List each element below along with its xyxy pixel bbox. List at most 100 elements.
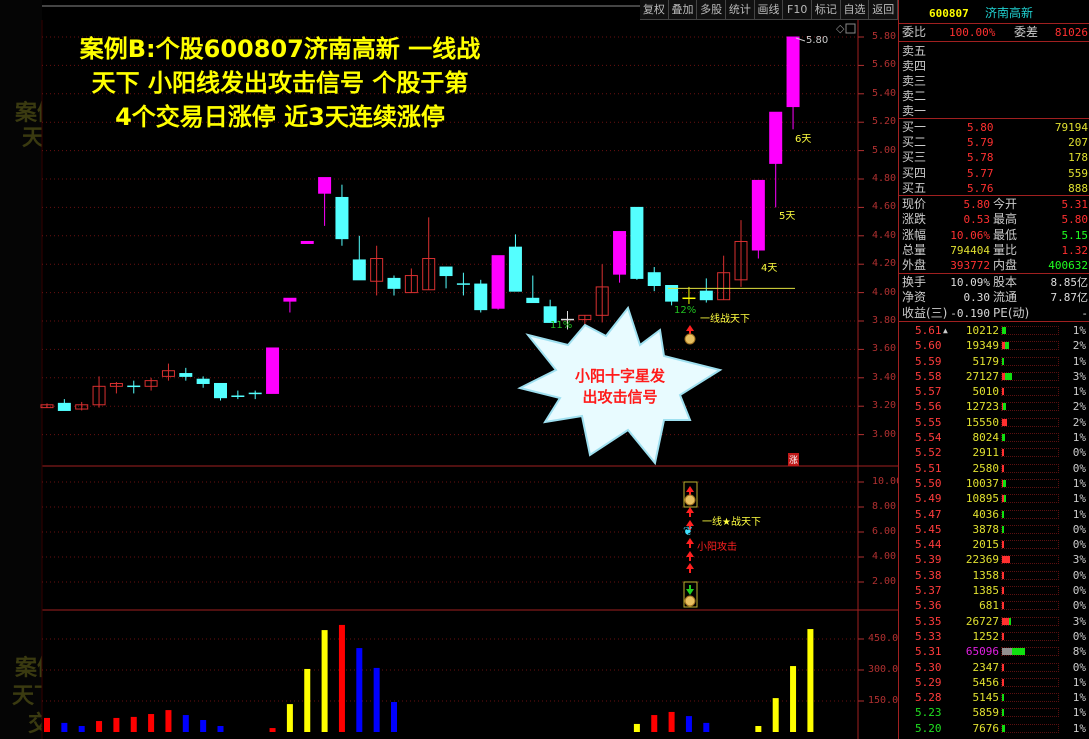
candle [595, 264, 609, 323]
candle [300, 240, 314, 244]
money-bag-icon [684, 333, 696, 345]
toolbar-button[interactable]: 复权 [640, 0, 669, 19]
price-volume-row[interactable]: 5.54 8024 1% [899, 430, 1089, 445]
sell-level-label: 卖四 [902, 59, 927, 73]
price-volume-row[interactable]: 5.61 ▲ 10212 1% [899, 323, 1089, 338]
candle [508, 234, 522, 292]
stat-value: 1.32 [1061, 243, 1089, 257]
price-volume-row[interactable]: 5.57 5010 1% [899, 384, 1089, 399]
price-volume-row[interactable]: 5.55 15550 2% [899, 415, 1089, 430]
stat-label: PE(动) [993, 305, 1030, 320]
toolbar-button[interactable]: 统计 [726, 0, 755, 19]
pv-bar [1001, 586, 1059, 596]
volume-bar [391, 702, 397, 732]
toolbar-button[interactable]: 叠加 [669, 0, 698, 19]
stat-value: 10.09% [950, 276, 990, 289]
stat-label: 涨跌 [902, 212, 927, 227]
volume-bar [772, 698, 779, 732]
candle-body [578, 314, 592, 321]
toolbar-button[interactable]: F10 [783, 0, 813, 19]
volume-bar [286, 704, 293, 732]
candle-body [283, 297, 297, 302]
volume-bar [61, 722, 68, 732]
price-volume-row[interactable]: 5.52 2911 0% [899, 445, 1089, 460]
pv-price: 5.28 [915, 691, 942, 705]
price-volume-row[interactable]: 5.60 19349 2% [899, 338, 1089, 353]
candle [248, 390, 262, 400]
price-volume-row[interactable]: 5.36 681 0% [899, 598, 1089, 613]
stat-label: 股本 [993, 275, 1018, 289]
price-volume-row[interactable]: 5.45 3878 0% [899, 522, 1089, 537]
price-volume-row[interactable]: 5.23 5859 1% [899, 705, 1089, 720]
candle-body [109, 382, 123, 387]
pv-percent: 0% [1072, 584, 1086, 598]
candle-body [266, 347, 280, 394]
buy-level-price: 5.78 [967, 151, 994, 165]
price-volume-row[interactable]: 5.50 10037 1% [899, 476, 1089, 491]
toolbar-button[interactable]: 返回 [869, 0, 899, 19]
volume-bar [217, 726, 224, 732]
pv-percent: 3% [1072, 614, 1086, 628]
arrow-up-icon [686, 538, 694, 544]
price-volume-row[interactable]: 5.30 2347 0% [899, 660, 1089, 675]
buy-level-price: 5.80 [967, 121, 994, 134]
price-volume-row[interactable]: 5.38 1358 0% [899, 568, 1089, 583]
candle [40, 403, 54, 409]
price-volume-row[interactable]: 5.47 4036 1% [899, 507, 1089, 522]
pv-volume: 5456 [972, 675, 1000, 689]
toolbar-button[interactable]: 自选 [841, 0, 870, 19]
callout-line: 小阳十字星发 [574, 367, 665, 385]
toolbar-button[interactable]: 多股 [697, 0, 727, 19]
pv-percent: 0% [1072, 522, 1086, 536]
stat-value: - [1081, 306, 1088, 320]
volume-bar [304, 668, 311, 732]
pv-volume: 5145 [972, 691, 1000, 705]
stat-label: 最高 [993, 212, 1018, 227]
price-volume-row[interactable]: 5.37 1385 0% [899, 583, 1089, 598]
volume-bar [200, 720, 207, 732]
pv-percent: 0% [1072, 660, 1086, 674]
pv-price: 5.33 [915, 629, 942, 643]
candle [161, 363, 175, 381]
price-volume-row[interactable]: 5.31 65096 8% [899, 644, 1089, 659]
pv-price: 5.31 [915, 645, 942, 659]
price-volume-list[interactable]: 5.61 ▲ 10212 1% 5.60 19349 2% 5.59 5179 1% 5.58 271… [899, 323, 1089, 736]
toolbar-button[interactable]: 画线 [755, 0, 784, 19]
price-volume-row[interactable]: 5.58 27127 3% [899, 369, 1089, 384]
price-volume-row[interactable]: 5.29 5456 1% [899, 675, 1089, 690]
pv-volume: 15550 [965, 415, 999, 429]
price-axis-label: 4.00 [872, 286, 897, 298]
price-volume-row[interactable]: 5.44 2015 0% [899, 537, 1089, 552]
price-volume-row[interactable]: 5.51 2580 0% [899, 461, 1089, 476]
pv-percent: 1% [1072, 492, 1086, 506]
buy-level-volume: 79194 [1054, 121, 1088, 134]
pv-price: 5.51 [915, 461, 942, 475]
pv-percent: 0% [1072, 629, 1086, 643]
price-volume-row[interactable]: 5.56 12723 2% [899, 399, 1089, 414]
volume-bar [685, 716, 692, 732]
candle-body [734, 240, 748, 281]
candle [613, 231, 627, 283]
pv-price: 5.60 [915, 339, 942, 353]
pv-volume: 1358 [972, 568, 1000, 582]
price-volume-row[interactable]: 5.59 5179 1% [899, 354, 1089, 369]
price-volume-row[interactable]: 5.20 7676 1% [899, 721, 1089, 736]
chart-annotation: 5.80 [806, 35, 829, 46]
pv-percent: 1% [1072, 721, 1086, 735]
price-volume-row[interactable]: 5.28 5145 1% [899, 690, 1089, 705]
toolbar-button[interactable]: 标记 [812, 0, 841, 19]
candle-body [751, 179, 765, 251]
buy-level-volume: 207 [1068, 136, 1088, 150]
stat-label: 最低 [993, 227, 1018, 242]
candle-body [647, 272, 661, 287]
price-volume-row[interactable]: 5.39 22369 3% [899, 552, 1089, 567]
price-volume-row[interactable]: 5.33 1252 0% [899, 629, 1089, 644]
sell-level-row: 卖一 [901, 104, 1088, 119]
price-volume-row[interactable]: 5.49 10895 1% [899, 491, 1089, 506]
pv-bar [1001, 524, 1059, 534]
price-volume-row[interactable]: 5.35 26727 3% [899, 614, 1089, 629]
candle [283, 297, 297, 313]
pv-volume: 26727 [965, 614, 999, 628]
volume-axis-label: 150.0 [868, 694, 899, 706]
